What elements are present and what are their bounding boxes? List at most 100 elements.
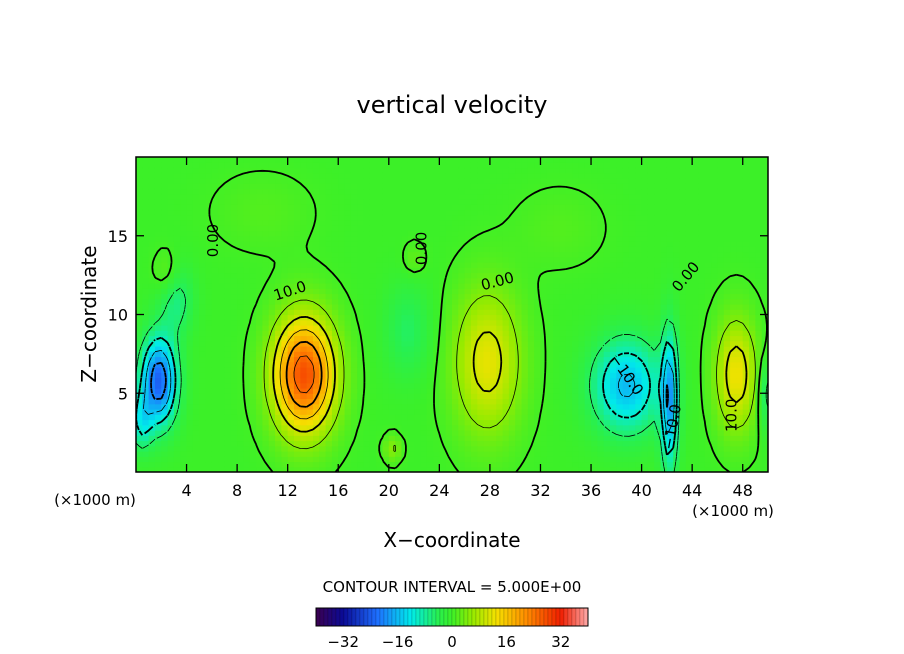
field-cell — [300, 340, 308, 347]
field-cell — [243, 403, 251, 410]
field-cell — [382, 361, 390, 368]
field-cell — [641, 172, 649, 179]
field-cell — [218, 225, 226, 232]
field-cell — [331, 277, 339, 284]
field-cell — [420, 178, 428, 184]
field-cell — [136, 256, 143, 263]
field-cell — [572, 225, 579, 232]
field-cell — [180, 377, 188, 384]
field-cell — [452, 319, 459, 326]
field-cell — [527, 204, 535, 211]
field-cell — [534, 319, 542, 326]
field-cell — [230, 283, 238, 289]
field-cell — [489, 451, 497, 457]
field-cell — [281, 241, 289, 247]
field-cell — [224, 288, 232, 295]
field-cell — [540, 440, 548, 447]
field-cell — [136, 162, 143, 169]
field-cell — [148, 435, 156, 442]
field-cell — [401, 288, 409, 295]
field-cell — [319, 225, 327, 232]
field-cell — [578, 435, 586, 442]
field-cell — [534, 377, 542, 384]
field-cell — [458, 214, 466, 221]
field-cell — [268, 451, 276, 457]
field-cell — [136, 214, 143, 221]
field-cell — [173, 377, 181, 384]
field-cell — [136, 456, 143, 463]
field-cell — [262, 382, 270, 389]
field-cell — [489, 272, 497, 279]
field-cell — [515, 241, 523, 247]
field-cell — [458, 382, 466, 389]
field-cell — [407, 388, 415, 394]
field-cell — [654, 157, 662, 163]
field-cell — [502, 267, 510, 274]
field-cell — [591, 451, 598, 457]
field-cell — [319, 256, 327, 263]
field-cell — [319, 424, 327, 431]
field-cell — [452, 398, 459, 405]
field-cell — [167, 461, 175, 468]
field-cell — [527, 451, 535, 457]
field-cell — [249, 372, 257, 379]
field-cell — [420, 451, 428, 457]
field-cell — [186, 277, 194, 284]
field-cell — [483, 377, 491, 384]
field-cell — [603, 193, 611, 200]
field-cell — [546, 157, 554, 163]
field-cell — [635, 172, 643, 179]
field-cell — [565, 256, 573, 263]
field-cell — [325, 309, 333, 316]
field-cell — [553, 419, 561, 426]
field-cell — [325, 277, 333, 284]
field-cell — [306, 241, 314, 247]
field-cell — [211, 393, 219, 400]
field-cell — [294, 230, 301, 237]
field-cell — [647, 351, 655, 358]
field-cell — [603, 414, 611, 421]
field-cell — [414, 262, 421, 268]
field-cell — [515, 298, 523, 305]
field-cell — [508, 356, 516, 363]
field-cell — [401, 283, 409, 289]
field-cell — [489, 178, 497, 184]
field-cell — [508, 256, 516, 263]
field-cell — [325, 393, 333, 400]
field-cell — [388, 246, 396, 253]
field-cell — [622, 330, 630, 337]
field-cell — [230, 251, 238, 258]
field-cell — [249, 340, 257, 347]
field-cell — [268, 220, 276, 226]
field-cell — [211, 230, 219, 237]
field-cell — [572, 388, 579, 394]
field-cell — [331, 235, 339, 242]
field-cell — [565, 424, 573, 431]
field-cell — [534, 193, 542, 200]
field-cell — [395, 246, 403, 253]
field-cell — [350, 346, 358, 352]
field-cell — [521, 220, 529, 226]
field-cell — [287, 430, 295, 436]
field-cell — [237, 162, 245, 169]
field-cell — [211, 298, 219, 305]
field-cell — [300, 393, 308, 400]
field-cell — [300, 451, 308, 457]
field-cell — [325, 382, 333, 389]
field-cell — [199, 445, 207, 452]
field-cell — [452, 340, 459, 347]
field-cell — [243, 246, 251, 253]
field-cell — [357, 199, 365, 205]
field-cell — [167, 183, 175, 190]
field-cell — [654, 204, 662, 211]
field-cell — [483, 372, 491, 379]
field-cell — [294, 435, 301, 442]
field-cell — [591, 325, 598, 331]
field-cell — [230, 382, 238, 389]
field-cell — [249, 272, 257, 279]
field-cell — [287, 388, 295, 394]
field-cell — [470, 220, 478, 226]
field-cell — [420, 246, 428, 253]
field-cell — [262, 183, 270, 190]
field-cell — [294, 377, 301, 384]
